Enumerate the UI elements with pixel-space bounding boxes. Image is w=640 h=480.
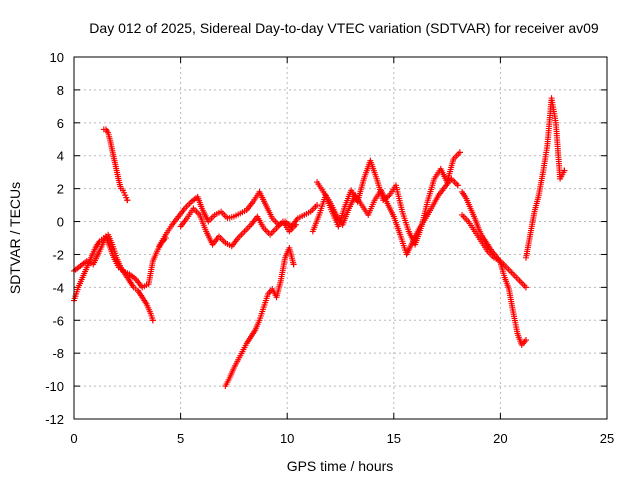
x-tick-label: 15 [387, 431, 401, 446]
x-tick-label: 5 [177, 431, 184, 446]
data-point [149, 317, 156, 324]
series-satellite-track-E [177, 205, 299, 250]
y-tick-label: 0 [57, 215, 64, 230]
series-satellite-track-K [522, 95, 568, 261]
plot-frame [73, 56, 608, 420]
series-satellite-track-G [309, 149, 463, 248]
y-tick-label: -2 [52, 247, 64, 262]
chart-title: Day 012 of 2025, Sidereal Day-to-day VTE… [89, 20, 599, 36]
data-point [124, 197, 131, 204]
data-point [456, 149, 463, 156]
x-tick-label: 20 [493, 431, 507, 446]
axis-ticks: 0 5 10 15 20 25 -12 -10 -8 -6 -4 -2 0 2 4 6 8 10 [45, 50, 614, 446]
series-satellite-track-J [459, 211, 529, 291]
data-point [522, 337, 529, 344]
y-tick-label: -8 [52, 346, 64, 361]
y-tick-label: -10 [45, 379, 64, 394]
y-tick-label: 4 [57, 149, 64, 164]
y-tick-label: 8 [57, 83, 64, 98]
data-point [292, 221, 299, 228]
x-tick-label: 0 [70, 431, 77, 446]
data-point [290, 261, 297, 268]
series-satellite-track-F [222, 244, 297, 390]
data-point [454, 182, 461, 189]
y-tick-label: -12 [45, 412, 64, 427]
series-satellite-track-H [314, 175, 461, 258]
data-point [561, 167, 568, 174]
x-tick-label: 10 [280, 431, 294, 446]
data-point [522, 284, 529, 291]
y-tick-label: 2 [57, 182, 64, 197]
data-points [71, 95, 568, 390]
y-tick-label: -4 [52, 280, 64, 295]
y-tick-label: 10 [50, 50, 64, 65]
x-axis-title: GPS time / hours [287, 458, 394, 474]
data-point [314, 202, 321, 209]
series-satellite-track-B [71, 231, 156, 324]
x-tick-label: 25 [600, 431, 614, 446]
series-satellite-track-C [100, 126, 131, 204]
y-axis-title: SDTVAR / TECUs [7, 182, 23, 294]
y-tick-label: 6 [57, 116, 64, 131]
y-tick-label: -6 [52, 313, 64, 328]
